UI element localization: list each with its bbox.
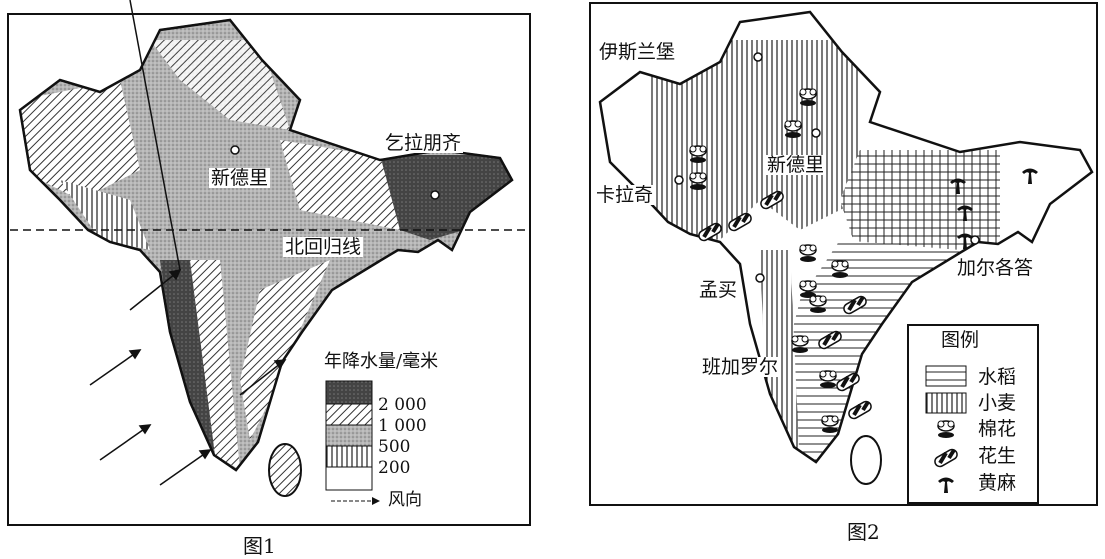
legend-value-200: 200 [378,458,411,478]
figure1-map [18,18,514,497]
rain-zone-2000-west-coast [160,260,215,455]
legend-item-cotton: 棉花 [978,418,1017,440]
rain-zone-north [150,40,290,130]
legend-title-fig2: 图例 [941,329,980,351]
legend-item-rice: 水稻 [978,366,1017,388]
caption-figure2: 图2 [847,520,880,544]
rain-zone-east-coast [240,260,330,440]
label-new-delhi-fig2: 新德里 [765,154,827,176]
legend-value-500: 500 [378,437,411,457]
rain-zone-1000 [20,80,140,200]
city-marker-new-delhi [230,145,240,155]
rain-zone-200 [60,180,150,250]
caption-figure1: 图1 [243,534,276,558]
label-new-delhi-fig1: 新德里 [209,167,271,189]
label-cherrapunji: 乞拉朋齐 [383,132,464,154]
legend-item-peanut: 花生 [978,445,1017,467]
city-marker-karachi [674,175,684,185]
wind-arrows [89,0,287,486]
legend-wind-direction: 风向 [388,490,422,510]
legend-item-wheat: 小麦 [978,392,1017,414]
city-marker-cherrapunji [430,190,440,200]
label-bangalore: 班加罗尔 [700,356,781,378]
label-kolkata: 加尔各答 [955,257,1036,279]
label-tropic-of-cancer: 北回归线 [283,236,364,258]
label-islamabad: 伊斯兰堡 [597,41,678,63]
legend-title-precipitation: 年降水量/毫米 [322,351,441,372]
city-marker-mumbai [755,273,765,283]
rain-zone-west-ghats [190,260,240,470]
sri-lanka [850,435,882,485]
legend-value-2000: 2 000 [378,395,427,415]
city-marker-islamabad [753,52,763,62]
city-marker-new-delhi [811,128,821,138]
figure1-legend [325,380,380,505]
legend-item-jute: 黄麻 [978,472,1017,494]
sri-lanka [268,443,302,497]
rain-zone-ganges [280,140,400,230]
legend-value-1000: 1 000 [378,416,427,436]
label-mumbai: 孟买 [697,279,740,301]
city-marker-kolkata [970,235,980,245]
figure2-legend [907,324,1039,504]
label-karachi: 卡拉奇 [594,184,656,206]
